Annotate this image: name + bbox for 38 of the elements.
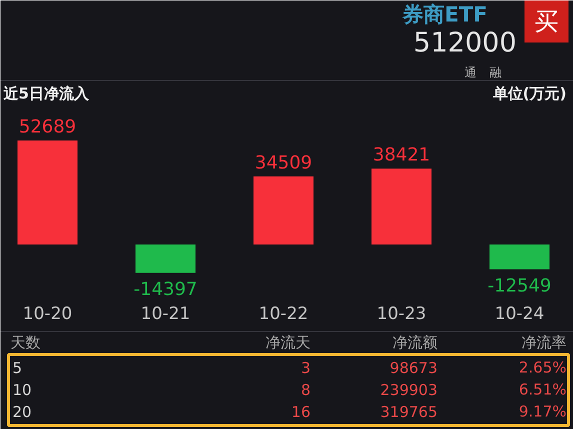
text: 通 xyxy=(464,66,476,80)
bar xyxy=(18,140,78,244)
data-label: -12549 xyxy=(488,275,552,296)
text: 6.51% xyxy=(518,380,567,398)
text: 净流率 xyxy=(522,334,566,352)
text: 8 xyxy=(300,381,311,399)
text: 5 xyxy=(12,359,22,377)
text: 98673 xyxy=(390,359,438,377)
text: 239903 xyxy=(380,381,438,399)
text: 券商ETF xyxy=(401,2,488,26)
text: 融 xyxy=(490,66,502,80)
bar xyxy=(490,244,550,270)
x-tick-label: 10-23 xyxy=(376,304,426,324)
text: 10 xyxy=(12,381,32,399)
text: 3 xyxy=(300,359,311,377)
text: 买 xyxy=(534,8,558,36)
data-label: 38421 xyxy=(372,144,430,166)
bar xyxy=(372,168,432,244)
text: 512000 xyxy=(413,28,517,58)
text: 单位(万元) xyxy=(492,84,567,102)
x-tick-label: 10-24 xyxy=(494,304,544,324)
text: 319765 xyxy=(380,403,438,421)
text: 20 xyxy=(12,403,32,421)
x-tick-label: 10-20 xyxy=(22,304,72,324)
x-tick-label: 10-22 xyxy=(258,304,308,324)
text: 2.65% xyxy=(518,358,567,376)
data-label: 34509 xyxy=(254,152,312,174)
x-tick-label: 10-21 xyxy=(140,304,190,324)
text: 16 xyxy=(291,403,311,421)
text: 9.17% xyxy=(518,402,567,420)
text: 净流额 xyxy=(392,334,438,352)
chart-title: 近5日净流入 xyxy=(2,84,90,102)
data-label: -14397 xyxy=(134,278,198,300)
data-label: 52689 xyxy=(18,116,76,138)
bar xyxy=(136,244,196,273)
text: 天数 xyxy=(10,334,40,352)
text: 净流天 xyxy=(266,334,310,352)
bar xyxy=(254,176,314,244)
